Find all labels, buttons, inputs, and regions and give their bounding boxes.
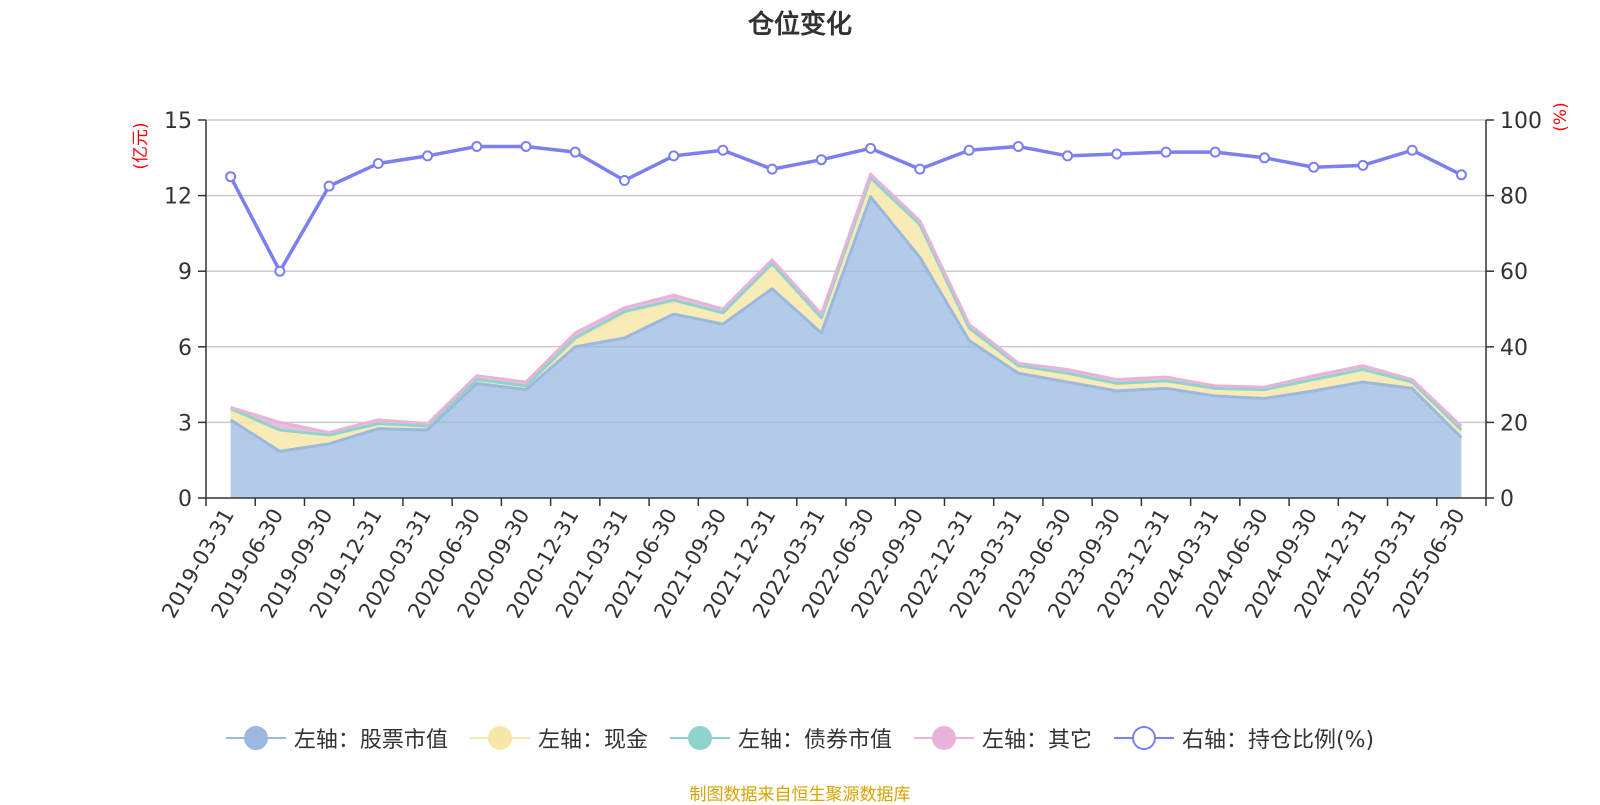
legend-label: 左轴：现金 <box>537 728 648 753</box>
right-tick-label-4: 80 <box>1500 185 1528 210</box>
ratio-point-20[interactable] <box>1209 146 1221 158</box>
legend-marker-icon <box>1113 726 1174 750</box>
right-tick-label-0: 0 <box>1500 487 1514 512</box>
ratio-point-5[interactable] <box>471 140 483 152</box>
legend-item-4[interactable]: 左轴：其它 <box>913 722 1092 754</box>
left-tick-label-4: 12 <box>164 185 192 210</box>
legend-marker-icon <box>225 726 286 750</box>
legend-marker-icon <box>913 726 974 750</box>
right-tick-label-1: 20 <box>1500 411 1528 436</box>
ratio-point-2[interactable] <box>323 180 335 192</box>
data-source-note: 制图数据来自恒生聚源数据库 <box>689 785 911 805</box>
ratio-point-15[interactable] <box>963 144 975 156</box>
legend-item-2[interactable]: 左轴：现金 <box>469 722 648 754</box>
ratio-point-12[interactable] <box>815 154 827 166</box>
area-edge-1 <box>229 195 1463 453</box>
right-axis-label: (%) <box>1551 102 1571 131</box>
ratio-line <box>229 144 1463 273</box>
ratio-point-10[interactable] <box>717 144 729 156</box>
left-tick-label-0: 0 <box>178 487 192 512</box>
ratio-point-18[interactable] <box>1111 148 1123 160</box>
ratio-point-24[interactable] <box>1406 144 1418 156</box>
ratio-point-23[interactable] <box>1357 159 1369 171</box>
ratio-point-14[interactable] <box>914 163 926 175</box>
area-2 <box>230 177 1462 452</box>
left-axis-label: (亿元) <box>131 122 151 169</box>
ratio-point-21[interactable] <box>1258 152 1270 164</box>
right-tick-label-2: 40 <box>1500 336 1528 361</box>
ratio-point-6[interactable] <box>520 140 532 152</box>
ratio-point-16[interactable] <box>1012 140 1024 152</box>
ratio-line-series <box>225 140 1467 277</box>
area-1 <box>230 196 1462 499</box>
legend-label: 左轴：债券市值 <box>737 728 892 753</box>
legend-label: 左轴：股票市值 <box>293 728 448 753</box>
left-tick-label-2: 6 <box>178 336 192 361</box>
legend-marker-icon <box>469 726 530 750</box>
ratio-point-11[interactable] <box>766 163 778 175</box>
ratio-point-0[interactable] <box>225 171 237 183</box>
chart-title: 仓位变化 <box>747 10 852 40</box>
legend-marker-icon <box>669 726 730 750</box>
right-tick-label-3: 60 <box>1500 260 1528 285</box>
ratio-point-3[interactable] <box>372 157 384 169</box>
ratio-point-1[interactable] <box>274 265 286 277</box>
ratio-point-4[interactable] <box>422 150 434 162</box>
legend-label: 右轴：持仓比例(%) <box>1181 728 1375 753</box>
legend-label: 左轴：其它 <box>981 728 1092 753</box>
area-edge-4 <box>230 172 1463 434</box>
ratio-point-9[interactable] <box>668 150 680 162</box>
left-tick-label-5: 15 <box>164 109 192 134</box>
legend-item-3[interactable]: 左轴：债券市值 <box>669 722 892 754</box>
legend-item-1[interactable]: 左轴：股票市值 <box>225 722 448 754</box>
legend-item-5[interactable]: 右轴：持仓比例(%) <box>1113 722 1375 754</box>
ratio-point-17[interactable] <box>1062 150 1074 162</box>
ratio-point-22[interactable] <box>1308 161 1320 173</box>
legend: 左轴：股票市值 左轴：现金 左轴：债券市值 左轴：其它 右轴：持仓比例(%) <box>0 722 1600 754</box>
ratio-point-25[interactable] <box>1455 169 1467 181</box>
stacked-areas <box>229 172 1463 499</box>
ratio-point-13[interactable] <box>865 142 877 154</box>
ratio-point-19[interactable] <box>1160 146 1172 158</box>
left-tick-label-1: 3 <box>178 411 192 436</box>
right-tick-label-5: 100 <box>1500 109 1542 134</box>
ratio-point-7[interactable] <box>569 146 581 158</box>
ratio-point-8[interactable] <box>618 174 630 186</box>
left-tick-label-3: 9 <box>178 260 192 285</box>
